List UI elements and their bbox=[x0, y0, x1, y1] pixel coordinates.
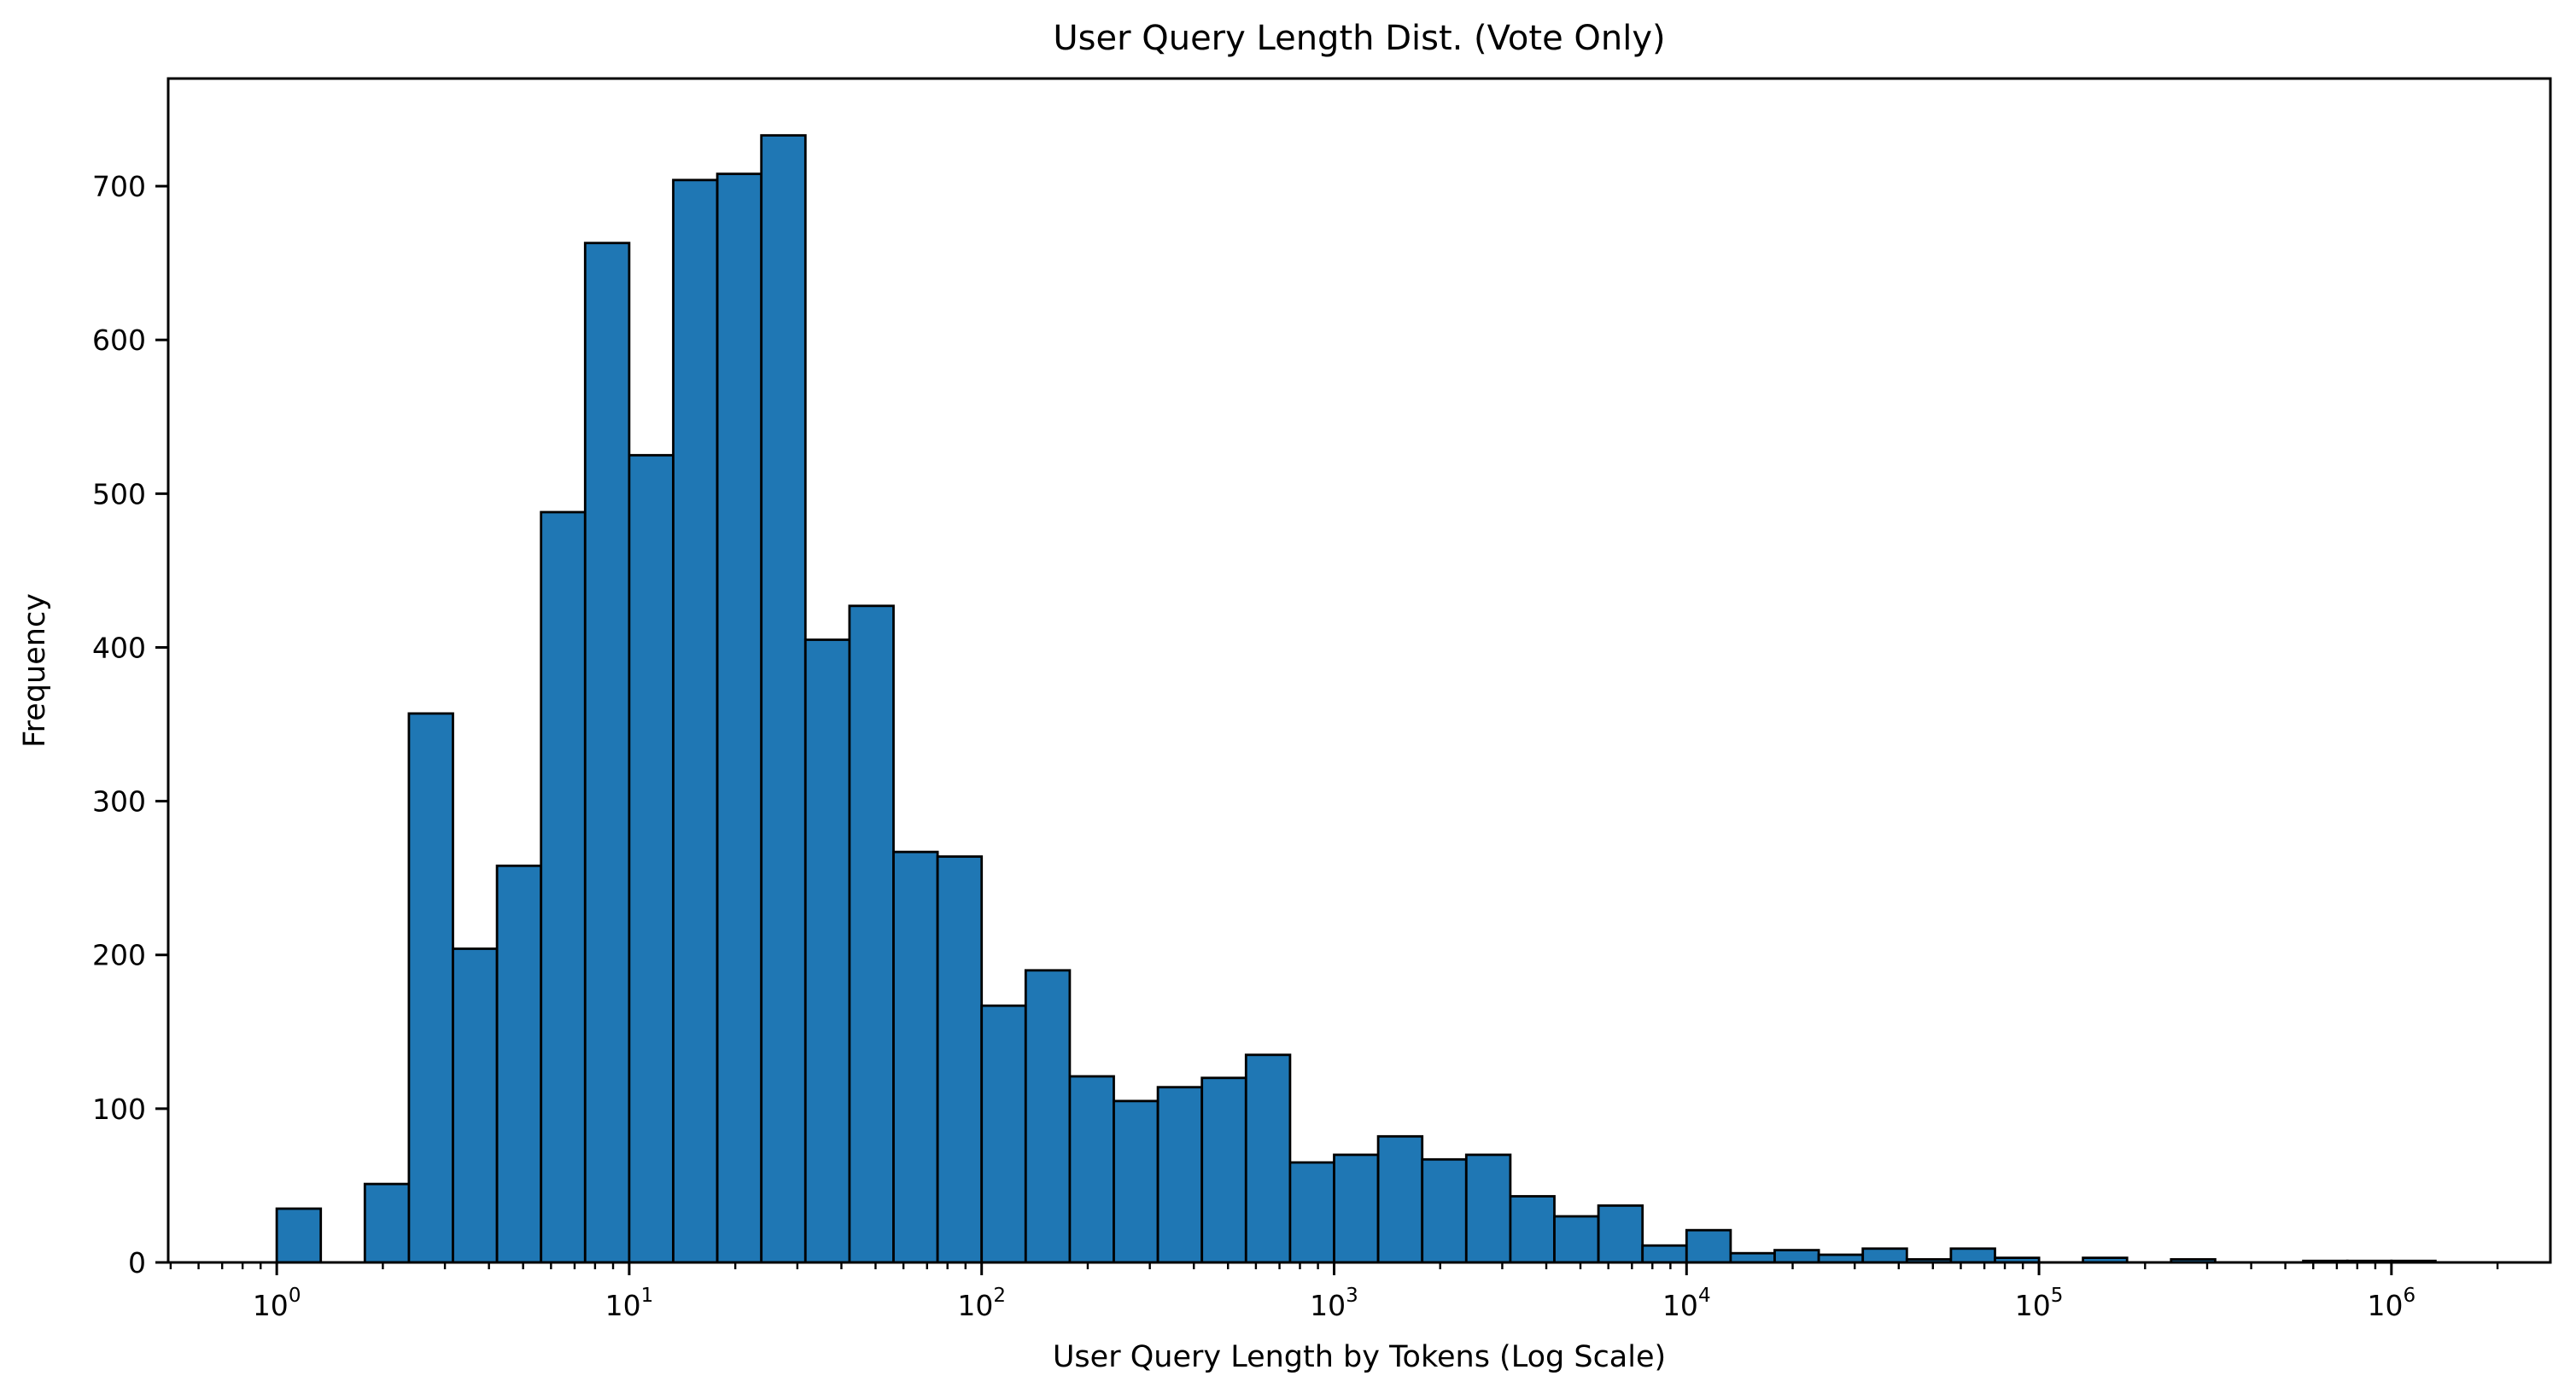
x-tick-label: 103 bbox=[1310, 1285, 1358, 1322]
bars-group bbox=[275, 134, 2437, 1264]
histogram-bar bbox=[1024, 969, 1072, 1264]
histogram-bar bbox=[1949, 1247, 1996, 1264]
histogram-bar bbox=[1421, 1157, 1468, 1264]
y-tick-label: 300 bbox=[92, 785, 146, 819]
x-tick-label: 100 bbox=[253, 1285, 301, 1322]
histogram-bar bbox=[1597, 1204, 1644, 1264]
histogram-bar bbox=[1685, 1228, 1732, 1264]
x-tick-label: 106 bbox=[2368, 1285, 2416, 1322]
y-tick-label: 200 bbox=[92, 939, 146, 972]
y-tick-label: 700 bbox=[92, 170, 146, 203]
chart-title: User Query Length Dist. (Vote Only) bbox=[1053, 19, 1665, 58]
y-tick-label: 100 bbox=[92, 1093, 146, 1126]
histogram-bar bbox=[1773, 1249, 1820, 1264]
x-axis: 100 101 102 103 104 105 106 bbox=[169, 1262, 2499, 1322]
x-tick-label: 105 bbox=[2015, 1285, 2064, 1322]
histogram-bar bbox=[1641, 1244, 1688, 1264]
y-axis: 0 100 200 300 400 500 600 700 bbox=[92, 170, 168, 1280]
histogram-bar bbox=[495, 864, 543, 1264]
y-axis-label: Frequency bbox=[18, 593, 52, 748]
histogram-bar bbox=[892, 850, 939, 1264]
y-tick-label: 400 bbox=[92, 631, 146, 664]
histogram-bar bbox=[1553, 1215, 1600, 1264]
x-tick-label: 102 bbox=[957, 1285, 1006, 1322]
histogram-bar bbox=[540, 510, 587, 1264]
histogram-bar bbox=[716, 172, 763, 1264]
histogram-bar bbox=[1068, 1075, 1115, 1264]
plot-border bbox=[166, 77, 2552, 1264]
histogram-bar bbox=[760, 134, 807, 1264]
histogram-bar bbox=[407, 712, 454, 1264]
y-tick-label: 0 bbox=[128, 1246, 146, 1280]
x-tick-label: 101 bbox=[605, 1285, 654, 1322]
y-tick-label: 500 bbox=[92, 477, 146, 510]
histogram-bar bbox=[1113, 1099, 1159, 1264]
histogram-bar bbox=[1376, 1134, 1424, 1264]
histogram-bar bbox=[672, 178, 719, 1264]
histogram-bar bbox=[1861, 1247, 1908, 1264]
histogram-bar bbox=[363, 1182, 411, 1264]
histogram-bar bbox=[452, 947, 499, 1264]
x-axis-label: User Query Length by Tokens (Log Scale) bbox=[1053, 1340, 1666, 1374]
histogram-bar bbox=[1333, 1153, 1380, 1264]
histogram-bar bbox=[936, 855, 984, 1264]
histogram-bar bbox=[980, 1004, 1027, 1264]
histogram-bar bbox=[583, 242, 631, 1264]
x-tick-label: 104 bbox=[1662, 1285, 1711, 1322]
plot-border-rect bbox=[166, 77, 2552, 1264]
histogram-bar bbox=[1156, 1086, 1204, 1264]
histogram-bar bbox=[1464, 1153, 1512, 1264]
y-tick-label: 600 bbox=[92, 324, 146, 357]
histogram-bar bbox=[1244, 1053, 1292, 1264]
histogram-bar bbox=[1200, 1076, 1247, 1264]
histogram-bar bbox=[1509, 1195, 1556, 1264]
histogram-bar bbox=[803, 638, 851, 1264]
histogram-bar bbox=[848, 604, 895, 1264]
histogram-bar bbox=[1288, 1161, 1335, 1264]
histogram-bar bbox=[628, 453, 675, 1264]
histogram-bar bbox=[1729, 1251, 1776, 1264]
histogram-bar bbox=[275, 1207, 323, 1264]
